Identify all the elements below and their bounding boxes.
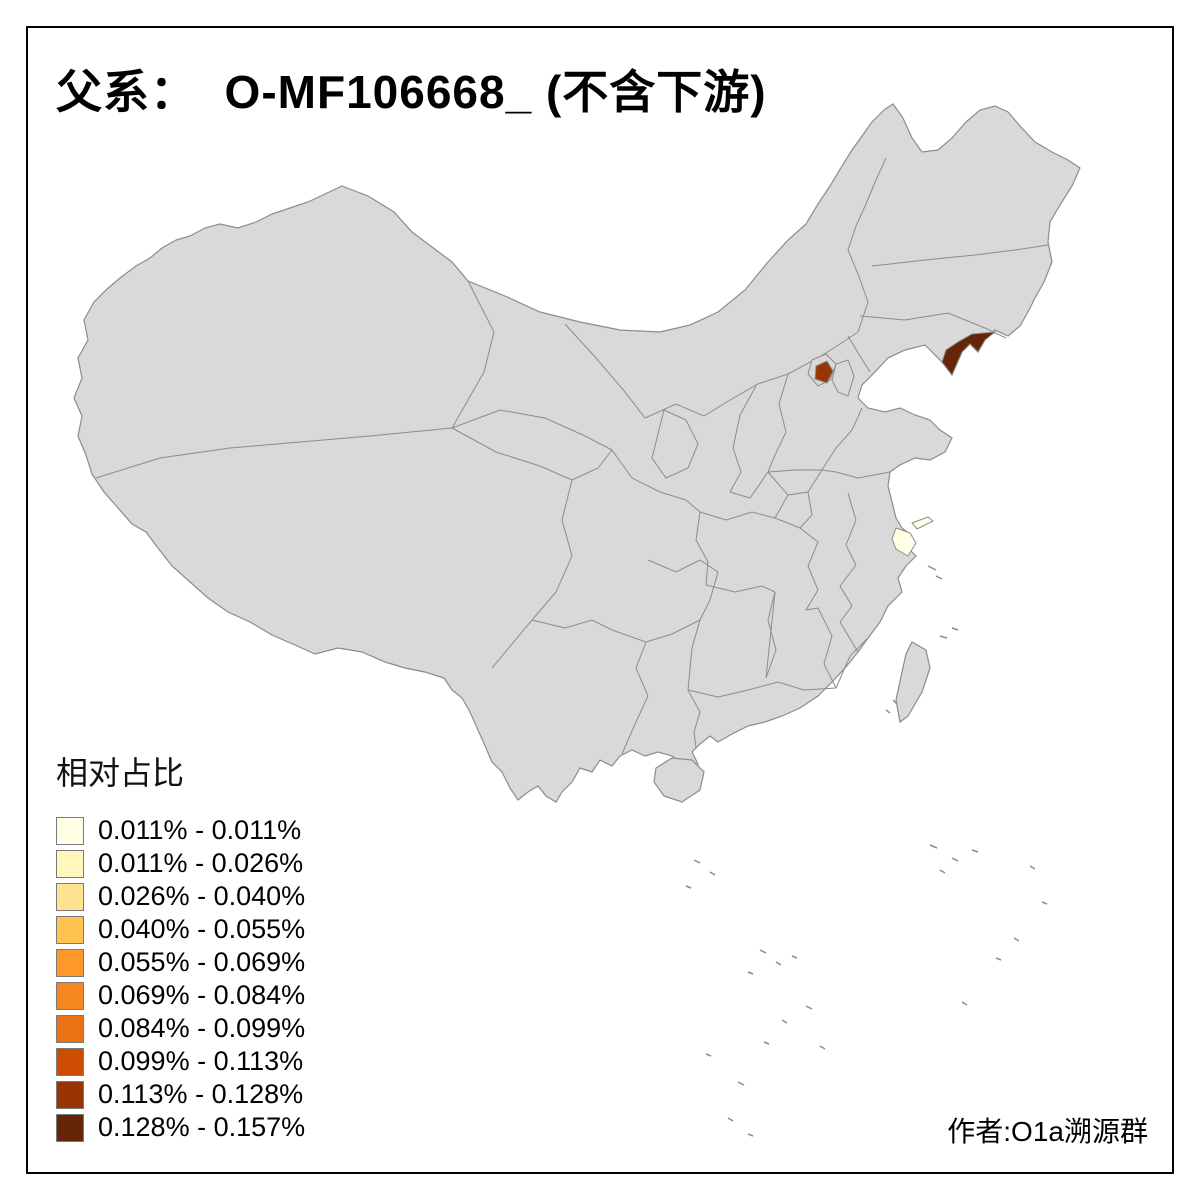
legend-item: 0.099% - 0.113% [56,1045,305,1078]
legend-item: 0.040% - 0.055% [56,913,305,946]
taiwan-island [895,641,931,724]
legend-item: 0.084% - 0.099% [56,1012,305,1045]
chongming-island-highlight [911,516,934,530]
shanghai-area-highlight [891,527,917,557]
legend-item: 0.011% - 0.011% [56,814,305,847]
legend-swatch [56,1113,84,1142]
legend-swatch [56,1080,84,1109]
mainland-china [73,103,1081,803]
legend-swatch [56,849,84,878]
legend-item: 0.055% - 0.069% [56,946,305,979]
legend-label: 0.128% - 0.157% [98,1112,306,1142]
legend-item: 0.069% - 0.084% [56,979,305,1012]
legend-title: 相对占比 [56,755,185,791]
legend-label: 0.113% - 0.128% [98,1079,304,1109]
liaodong-peninsula-highlight [941,331,997,376]
legend-label: 0.026% - 0.040% [98,881,306,911]
legend-label: 0.055% - 0.069% [98,947,306,977]
legend-swatch [56,915,84,944]
legend-swatch [56,981,84,1010]
legend-item: 0.128% - 0.157% [56,1111,305,1144]
beijing-area-highlight [814,360,834,384]
legend-swatch [56,948,84,977]
hainan-island [653,757,705,803]
legend-item: 0.113% - 0.128% [56,1078,305,1111]
province-borders [95,157,1049,755]
legend-swatch [56,816,84,845]
legend-label: 0.011% - 0.026% [98,848,304,878]
tianjin-outline [831,359,855,397]
legend-swatch [56,882,84,911]
legend-label: 0.069% - 0.084% [98,980,306,1010]
legend-items: 0.011% - 0.011% 0.011% - 0.026% 0.026% - 0… [56,814,305,1144]
author-credit: 作者:O1a溯源群 [947,1116,1148,1147]
legend-label: 0.011% - 0.011% [98,815,302,845]
legend: 相对占比 0.011% - 0.011% 0.011% - 0.026% 0.026… [56,748,305,1144]
legend-label: 0.099% - 0.113% [98,1046,304,1076]
small-islands [685,565,1048,1137]
legend-item: 0.026% - 0.040% [56,880,305,913]
legend-swatch [56,1014,84,1043]
map-title: 父系： O-MF106668_ (不含下游) [56,66,767,118]
legend-swatch [56,1047,84,1076]
legend-item: 0.011% - 0.026% [56,847,305,880]
legend-label: 0.084% - 0.099% [98,1013,306,1043]
legend-label: 0.040% - 0.055% [98,914,306,944]
